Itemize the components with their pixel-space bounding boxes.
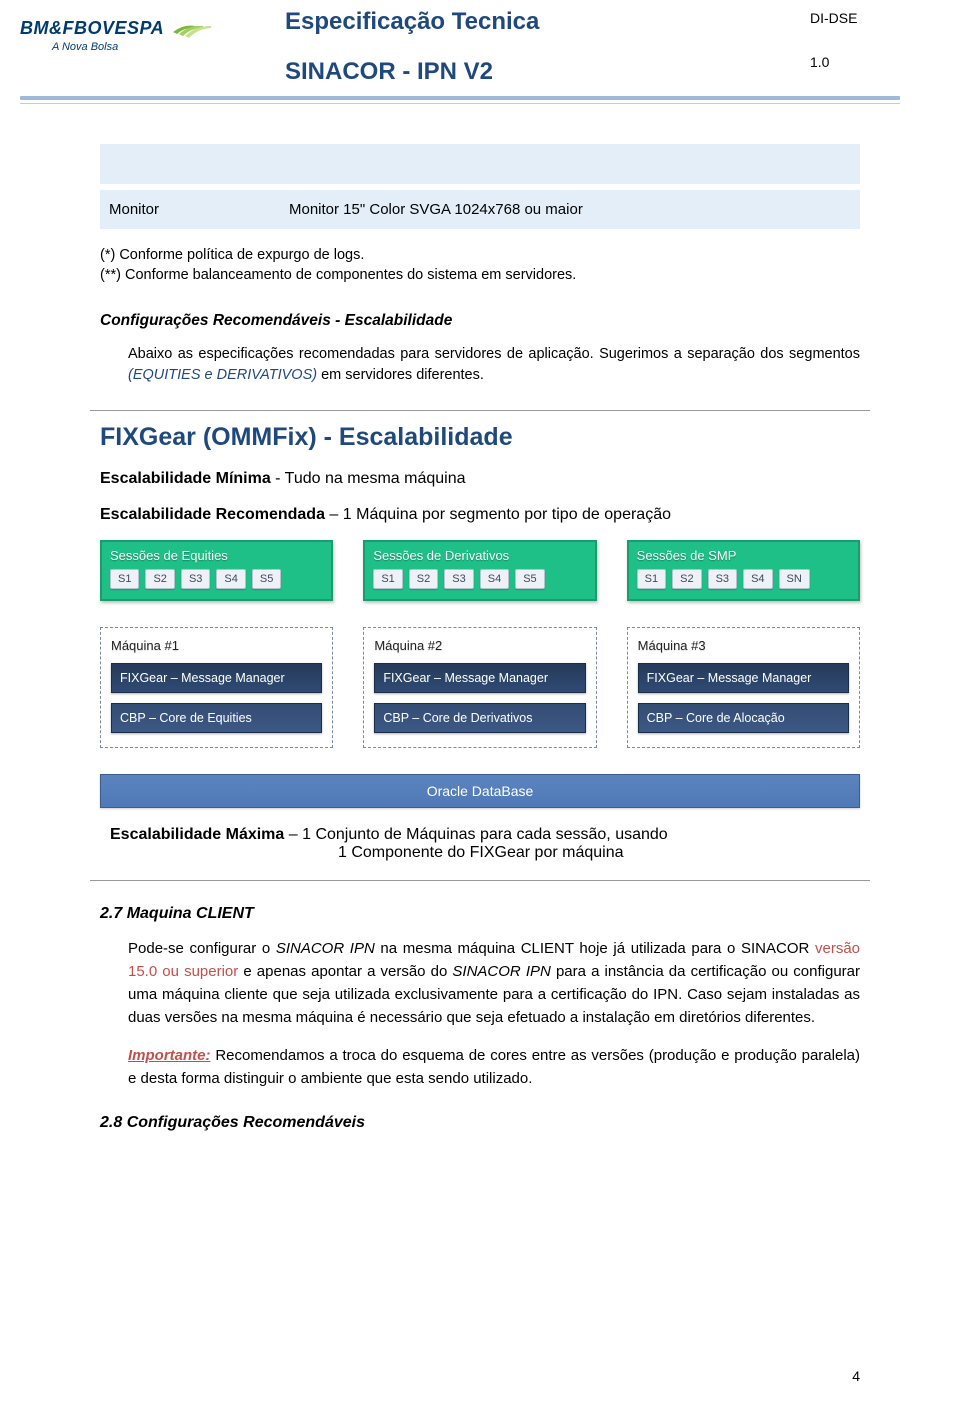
logo-text: BM&FBOVESPA: [20, 18, 164, 38]
logo-block: BM&FBOVESPA A Nova Bolsa: [20, 10, 255, 53]
session-group-equities: Sessões de Equities S1 S2 S3 S4 S5: [100, 540, 333, 601]
machine-3: Máquina #3 FIXGear – Message Manager CBP…: [627, 627, 860, 748]
esc-maxima-line: Escalabilidade Máxima – 1 Conjunto de Má…: [100, 826, 860, 862]
component-bar: FIXGear – Message Manager: [374, 663, 585, 693]
session-slot: S5: [515, 569, 544, 589]
section-config-body: Abaixo as especificações recomendadas pa…: [100, 344, 860, 386]
important-label: Importante:: [128, 1047, 211, 1064]
page-header: BM&FBOVESPA A Nova Bolsa Especificação T…: [0, 0, 960, 86]
session-slot: SN: [779, 569, 810, 589]
session-slot: S2: [409, 569, 438, 589]
spec-table-row-monitor: Monitor Monitor 15" Color SVGA 1024x768 …: [100, 190, 860, 229]
session-slot: S3: [181, 569, 210, 589]
fixgear-title: FIXGear (OMMFix) - Escalabilidade: [100, 423, 860, 452]
session-slot: S5: [252, 569, 281, 589]
component-bar: CBP – Core de Equities: [111, 703, 322, 733]
header-rule: [20, 96, 900, 100]
session-slot: S1: [110, 569, 139, 589]
section-2-8-head: 2.8 Configurações Recomendáveis: [100, 1114, 860, 1132]
doc-version: 1.0: [810, 54, 900, 70]
machine-title: Máquina #3: [638, 638, 849, 653]
spec-table-empty-row: [100, 144, 860, 184]
component-bar: CBP – Core de Derivativos: [374, 703, 585, 733]
session-group-smp: Sessões de SMP S1 S2 S3 S4 SN: [627, 540, 860, 601]
machine-2: Máquina #2 FIXGear – Message Manager CBP…: [363, 627, 596, 748]
session-slot: S1: [637, 569, 666, 589]
title-block: Especificação Tecnica SINACOR - IPN V2: [265, 10, 800, 86]
machine-title: Máquina #1: [111, 638, 322, 653]
oracle-db-band: Oracle DataBase: [100, 774, 860, 808]
doc-subtitle: SINACOR - IPN V2: [285, 58, 800, 86]
emph-segments: (EQUITIES e DERIVATIVOS): [128, 367, 317, 383]
spec-value: Monitor 15" Color SVGA 1024x768 ou maior: [280, 190, 860, 229]
esc-recomendada-line: Escalabilidade Recomendada – 1 Máquina p…: [100, 506, 860, 524]
logo-swoosh-icon: [173, 22, 213, 38]
machines-row: Máquina #1 FIXGear – Message Manager CBP…: [100, 627, 860, 748]
session-group-title: Sessões de Equities: [110, 548, 323, 563]
spec-label: Monitor: [100, 190, 280, 229]
machine-1: Máquina #1 FIXGear – Message Manager CBP…: [100, 627, 333, 748]
footnotes: (*) Conforme política de expurgo de logs…: [100, 245, 860, 286]
doc-code: DI-DSE: [810, 10, 900, 26]
logo-tagline: A Nova Bolsa: [52, 41, 255, 53]
section-2-7-para1: Pode-se configurar o SINACOR IPN na mesm…: [100, 937, 860, 1030]
session-slot: S1: [373, 569, 402, 589]
session-group-title: Sessões de SMP: [637, 548, 850, 563]
fixgear-diagram: FIXGear (OMMFix) - Escalabilidade Escala…: [90, 410, 870, 881]
component-bar: CBP – Core de Alocação: [638, 703, 849, 733]
esc-minima-line: Escalabilidade Mínima - Tudo na mesma má…: [100, 470, 860, 488]
doc-title: Especificação Tecnica: [285, 8, 800, 36]
session-slot: S4: [743, 569, 772, 589]
session-slot: S3: [444, 569, 473, 589]
sessions-row: Sessões de Equities S1 S2 S3 S4 S5 Sessõ…: [100, 540, 860, 601]
section-2-7-para2: Importante: Recomendamos a troca do esqu…: [100, 1044, 860, 1091]
component-bar: FIXGear – Message Manager: [111, 663, 322, 693]
session-group-title: Sessões de Derivativos: [373, 548, 586, 563]
session-group-derivativos: Sessões de Derivativos S1 S2 S3 S4 S5: [363, 540, 596, 601]
session-slot: S3: [708, 569, 737, 589]
section-config-head: Configurações Recomendáveis - Escalabili…: [100, 312, 860, 330]
session-slot: S2: [145, 569, 174, 589]
footnote-2: (**) Conforme balanceamento de component…: [100, 265, 860, 285]
header-meta: DI-DSE 1.0: [810, 10, 900, 70]
footnote-1: (*) Conforme política de expurgo de logs…: [100, 245, 860, 265]
machine-title: Máquina #2: [374, 638, 585, 653]
component-bar: FIXGear – Message Manager: [638, 663, 849, 693]
section-2-7-head: 2.7 Maquina CLIENT: [100, 905, 860, 923]
session-slot: S2: [672, 569, 701, 589]
session-slot: S4: [216, 569, 245, 589]
page-number: 4: [852, 1368, 860, 1384]
session-slot: S4: [480, 569, 509, 589]
